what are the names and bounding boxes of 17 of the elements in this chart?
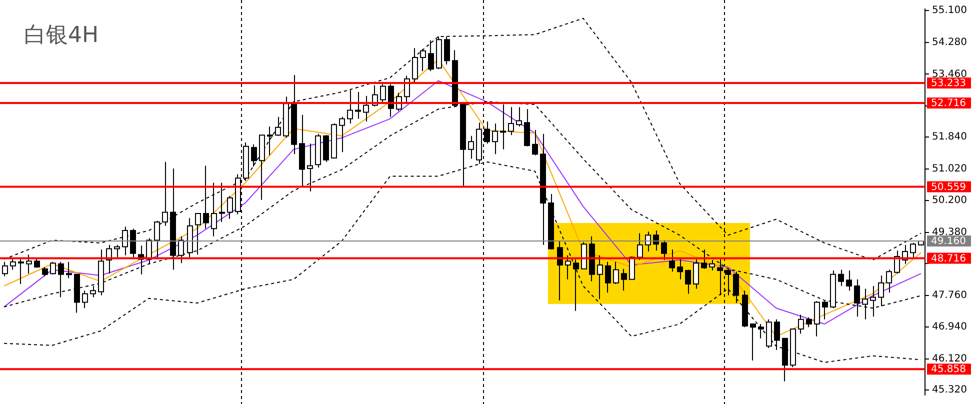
ref-line-label: 45.858 [931,364,966,376]
y-tick-label: 51.020 [932,163,967,174]
y-tick-label: 51.840 [932,132,967,143]
y-tick-label: 46.940 [932,322,967,333]
ref-line-label: 53.233 [931,78,966,90]
text: 白银4H [24,22,99,50]
y-tick-label: 53.460 [932,68,967,80]
ref-line-label: 49.160 [931,236,966,248]
y-tick-label: 46.120 [932,354,967,365]
y-tick-label: 47.760 [932,290,967,301]
y-tick-label: 50.200 [932,195,967,206]
ref-line-label: 52.716 [931,98,966,110]
ref-line-label: 48.716 [931,253,966,264]
y-tick-label: 54.280 [932,36,967,48]
y-tick-label: 55.100 [932,5,967,16]
ref-line-label: 50.559 [931,182,966,193]
y-tick-label: 45.320 [932,384,967,396]
